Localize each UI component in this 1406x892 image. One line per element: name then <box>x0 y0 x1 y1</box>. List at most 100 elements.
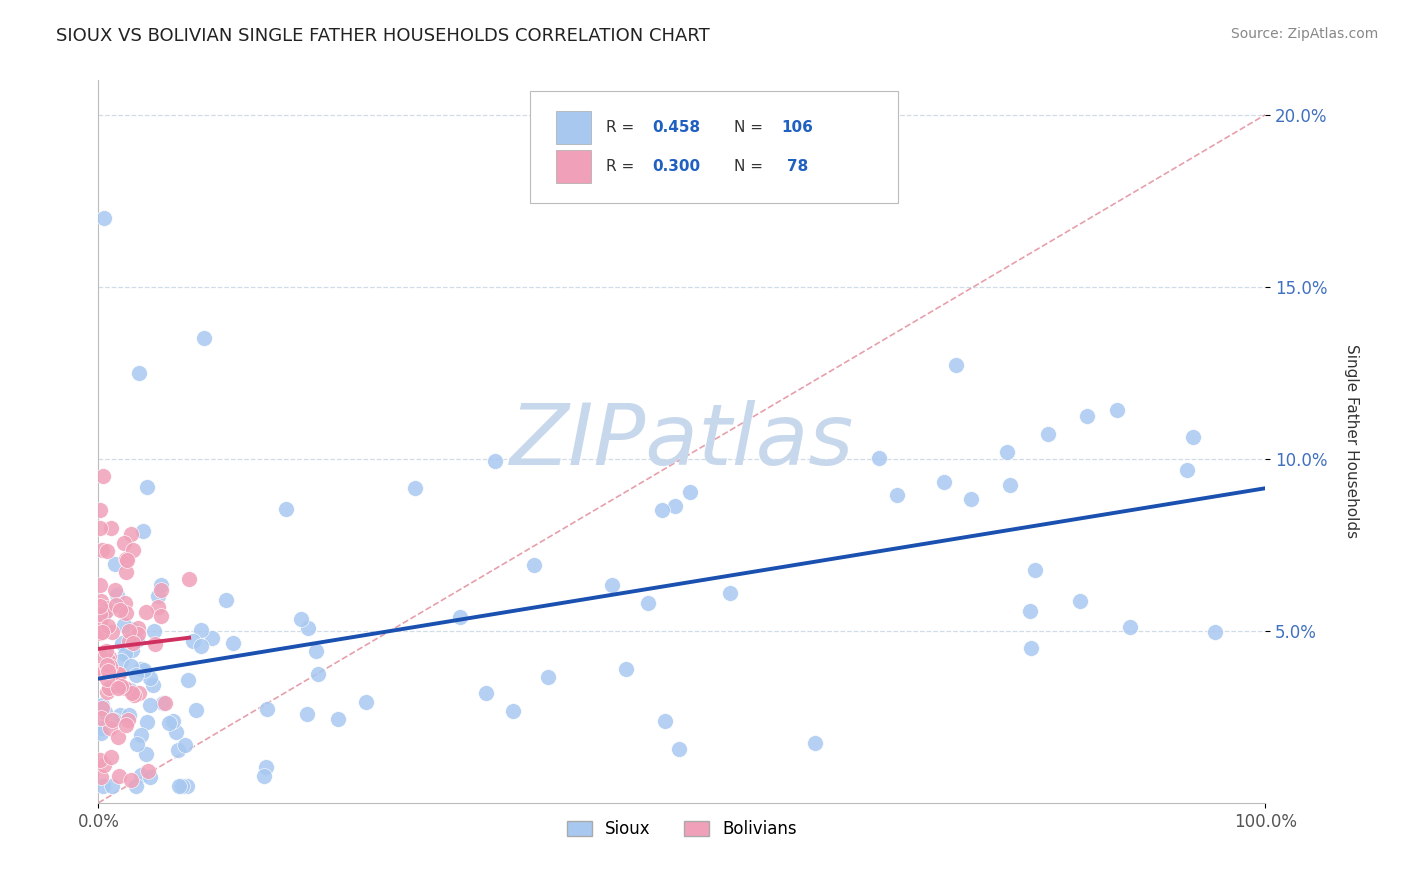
Bolivians <box>89 648 111 663</box>
Sioux <box>90 721 112 735</box>
Sioux <box>118 708 141 723</box>
Bolivians <box>96 601 118 615</box>
Bolivians <box>104 583 127 598</box>
Sioux <box>354 694 377 708</box>
Sioux <box>1024 563 1046 577</box>
Bolivians <box>127 627 149 641</box>
Bolivians <box>122 688 145 702</box>
Sioux <box>93 211 115 225</box>
Bolivians <box>96 544 118 558</box>
Sioux <box>125 668 148 682</box>
Sioux <box>307 666 329 681</box>
Text: N =: N = <box>734 160 768 175</box>
Sioux <box>328 712 350 726</box>
Bolivians <box>91 624 114 639</box>
Sioux <box>664 500 686 514</box>
Sioux <box>131 767 153 781</box>
Sioux <box>129 728 152 742</box>
Sioux <box>256 702 278 716</box>
Sioux <box>101 779 124 793</box>
Bolivians <box>115 565 138 579</box>
Sioux <box>1038 426 1060 441</box>
Sioux <box>103 713 125 727</box>
Sioux <box>995 445 1018 459</box>
Sioux <box>142 678 165 692</box>
Sioux <box>120 622 142 636</box>
Y-axis label: Single Father Households: Single Father Households <box>1344 344 1360 539</box>
Bolivians <box>118 633 141 648</box>
Bolivians <box>97 665 120 679</box>
Bolivians <box>97 619 120 633</box>
Sioux <box>93 607 115 621</box>
Bolivians <box>118 624 141 638</box>
Bolivians <box>89 599 111 614</box>
Bolivians <box>98 649 121 664</box>
Sioux <box>1204 625 1226 640</box>
Sioux <box>131 524 153 539</box>
Text: Source: ZipAtlas.com: Source: ZipAtlas.com <box>1230 27 1378 41</box>
Bolivians <box>96 650 118 665</box>
Sioux <box>193 331 215 345</box>
Text: R =: R = <box>606 160 640 175</box>
Sioux <box>804 736 827 750</box>
Sioux <box>274 502 297 516</box>
Sioux <box>139 698 162 712</box>
Sioux <box>637 596 659 610</box>
Text: ZIPatlas: ZIPatlas <box>510 400 853 483</box>
Sioux <box>253 769 276 783</box>
Sioux <box>932 475 955 489</box>
Sioux <box>152 696 174 710</box>
Bolivians <box>90 594 112 608</box>
Sioux <box>91 779 114 793</box>
Sioux <box>165 724 187 739</box>
Bolivians <box>115 606 138 620</box>
Bolivians <box>107 667 129 681</box>
Sioux <box>679 485 702 500</box>
Sioux <box>167 779 190 793</box>
Bolivians <box>121 773 143 788</box>
Bolivians <box>91 542 114 557</box>
Sioux <box>181 634 204 648</box>
Sioux <box>136 479 159 493</box>
Bolivians <box>114 681 136 696</box>
Bolivians <box>89 615 111 630</box>
Bolivians <box>96 672 118 686</box>
Sioux <box>475 686 498 700</box>
Sioux <box>1119 620 1142 634</box>
Sioux <box>945 358 967 372</box>
Bolivians <box>120 527 142 541</box>
Bolivians <box>89 607 111 621</box>
Sioux <box>868 450 890 465</box>
Sioux <box>111 636 134 650</box>
Bolivians <box>94 644 117 658</box>
Bolivians <box>90 711 112 725</box>
Bolivians <box>107 730 129 744</box>
Sioux <box>97 665 120 679</box>
Sioux <box>668 742 690 756</box>
Sioux <box>1069 594 1091 608</box>
Sioux <box>222 636 245 650</box>
Text: SIOUX VS BOLIVIAN SINGLE FATHER HOUSEHOLDS CORRELATION CHART: SIOUX VS BOLIVIAN SINGLE FATHER HOUSEHOL… <box>56 27 710 45</box>
Legend: Sioux, Bolivians: Sioux, Bolivians <box>560 814 804 845</box>
Bolivians <box>89 665 111 680</box>
Bolivians <box>97 652 120 666</box>
FancyBboxPatch shape <box>530 91 898 203</box>
Sioux <box>105 588 128 602</box>
Sioux <box>190 623 212 637</box>
Bolivians <box>94 657 117 672</box>
Bolivians <box>108 603 131 617</box>
Sioux <box>1175 463 1198 477</box>
Bolivians <box>122 543 145 558</box>
Sioux <box>143 624 166 638</box>
Sioux <box>959 492 981 507</box>
Sioux <box>614 661 637 675</box>
Sioux <box>132 663 155 677</box>
Bolivians <box>89 753 111 767</box>
Sioux <box>139 672 162 686</box>
Sioux <box>1076 409 1098 424</box>
Bolivians <box>135 605 157 619</box>
Sioux <box>125 779 148 793</box>
Bolivians <box>101 625 124 640</box>
Sioux <box>104 557 127 571</box>
Text: 78: 78 <box>787 160 808 175</box>
